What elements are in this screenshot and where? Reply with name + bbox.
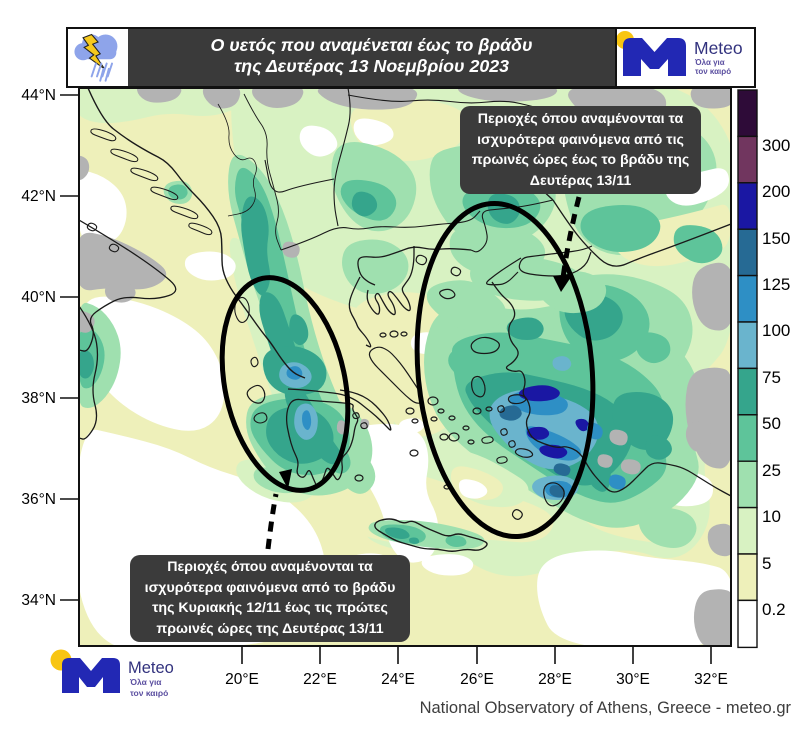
svg-text:Όλα για: Όλα για [694, 58, 725, 67]
svg-text:Όλα για: Όλα για [129, 677, 162, 687]
svg-text:τον καιρό: τον καιρό [130, 688, 168, 698]
svg-text:Meteo: Meteo [694, 38, 743, 58]
svg-text:τον καιρό: τον καιρό [695, 67, 731, 76]
svg-text:Meteo: Meteo [128, 659, 174, 677]
